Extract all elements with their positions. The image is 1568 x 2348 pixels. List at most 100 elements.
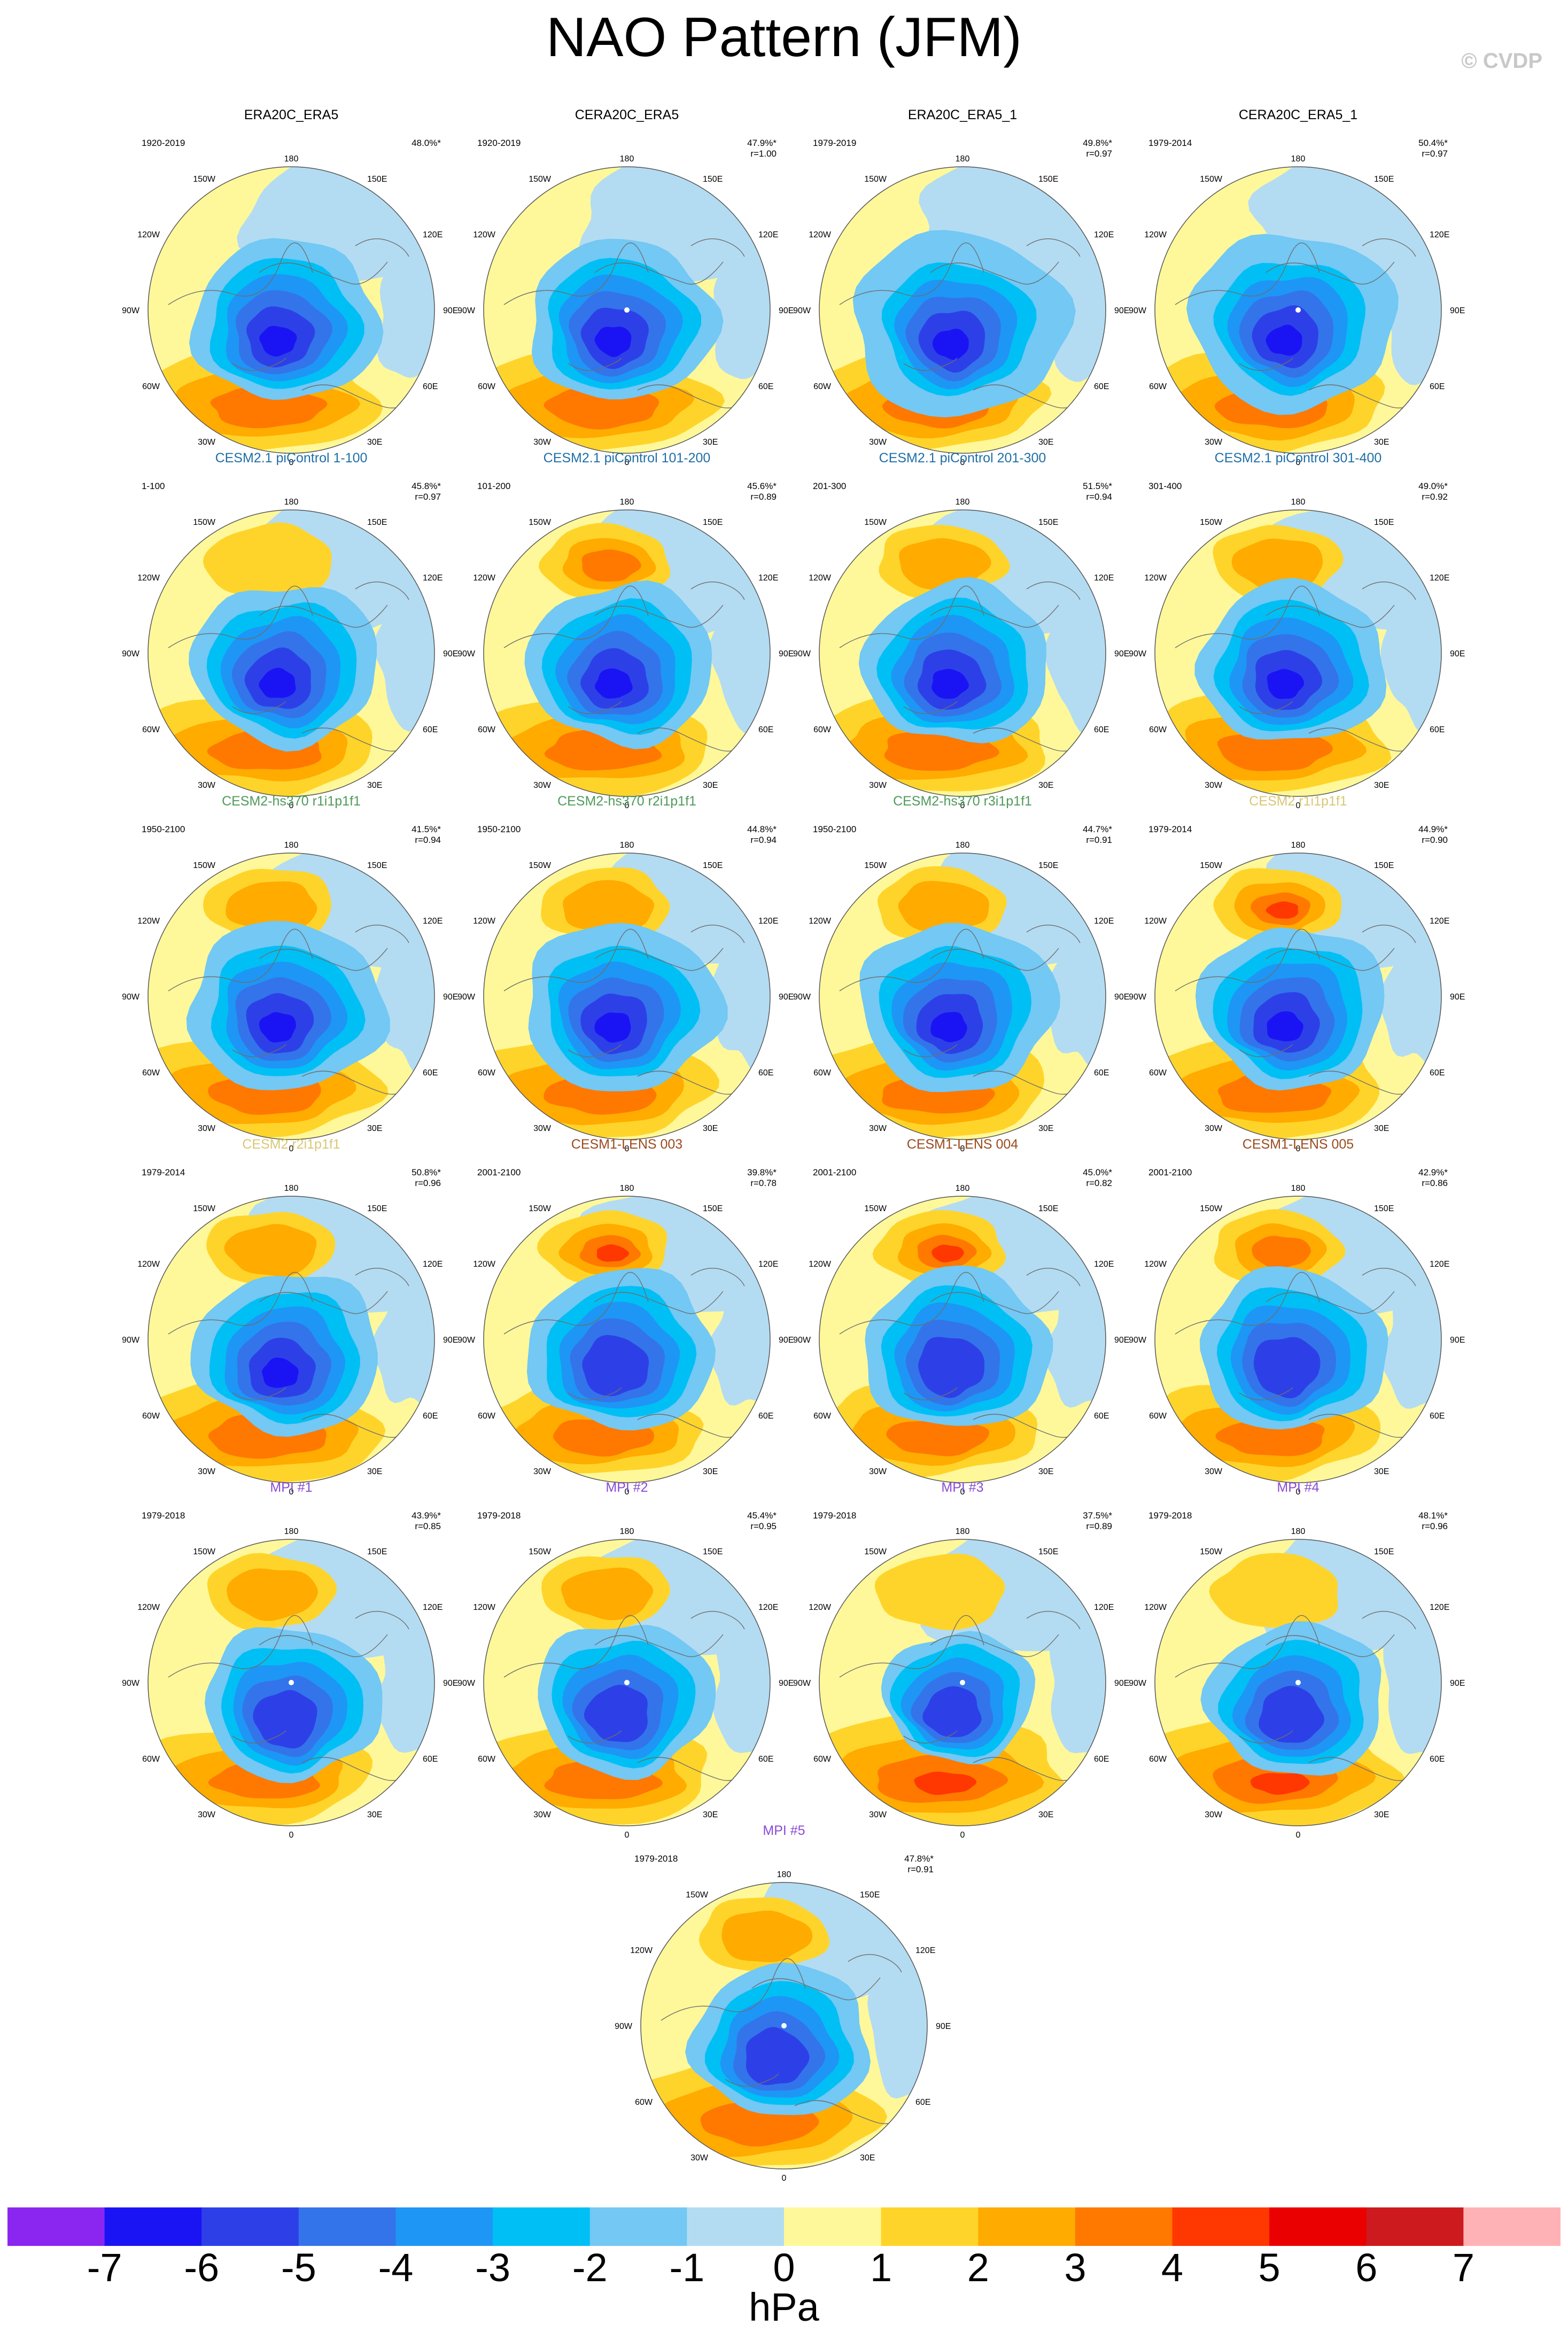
longitude-label: 0 — [625, 1144, 630, 1151]
coastlines — [503, 238, 745, 408]
positive-anomaly-contour — [203, 522, 332, 600]
panel-period: 2001-2100 — [813, 1167, 857, 1177]
positive-anomaly-contour — [1231, 538, 1323, 591]
longitude-label: 0 — [625, 1487, 630, 1494]
longitude-label: 90W — [457, 1679, 476, 1688]
map-panel: MPI #1 1979-2018 43.9%* r=0.85 180 150E 120E 90… — [120, 1479, 462, 1838]
longitude-label: 60W — [478, 725, 496, 734]
variance-explained: 37.5%* — [1083, 1510, 1112, 1521]
colorbar-tick-label: -1 — [669, 2245, 705, 2290]
panel-title: CERA20C_ERA5_1 — [1238, 107, 1358, 122]
positive-anomaly-contour — [932, 1244, 964, 1262]
polar-map: 180 150E 120E 90E 60E 30E 0 30W 60W 90W 120W 150W — [122, 841, 458, 1151]
panel-period: 1979-2019 — [813, 138, 857, 148]
longitude-label: 90W — [1129, 1679, 1147, 1688]
colorbar-tick-label: -6 — [184, 2245, 220, 2290]
pole-marker — [624, 1680, 630, 1685]
panel-period: 1950-2100 — [477, 824, 521, 834]
map-panel: CESM2.1 piControl 301-400 301-400 49.0%* r=… — [1127, 450, 1469, 808]
longitude-label: 30W — [690, 2153, 709, 2163]
pole-marker — [960, 1680, 965, 1685]
panel-period: 1979-2018 — [142, 1510, 185, 1521]
colorbar-segment — [1463, 2207, 1561, 2246]
longitude-label: 90E — [1450, 649, 1465, 658]
negative-anomaly-contour — [1267, 1011, 1303, 1042]
longitude-label: 90E — [1114, 1679, 1129, 1688]
positive-anomaly-contour — [561, 1567, 654, 1621]
longitude-label: 180 — [284, 841, 299, 850]
weak-negative-region — [713, 1623, 770, 1753]
panel-stats: 45.8%* r=0.97 — [412, 481, 441, 502]
positive-anomaly-contour — [899, 538, 991, 590]
longitude-label: 60E — [423, 1068, 438, 1078]
colorbar-segment — [493, 2207, 591, 2246]
longitude-label: 90W — [122, 649, 140, 658]
map-border — [819, 853, 1106, 1140]
map-panel: CERA20C_ERA5 1920-2019 47.9%* r=1.00 180 150E… — [456, 107, 798, 465]
pattern-correlation: r=0.82 — [1086, 1178, 1112, 1188]
panel-stats: 49.8%* r=0.97 — [1083, 138, 1112, 159]
longitude-label: 60W — [478, 1755, 496, 1764]
panel-period: 1979-2014 — [1148, 138, 1192, 148]
panel-stats: 45.6%* r=0.89 — [747, 481, 777, 502]
longitude-label: 180 — [777, 1870, 791, 1879]
polar-map: 180 150E 120E 90E 60E 30E 0 30W 60W 90W 120W 150W — [1129, 154, 1465, 465]
longitude-label: 180 — [956, 498, 970, 507]
map-border — [1154, 1196, 1442, 1483]
longitude-label: 90E — [1114, 993, 1129, 1002]
longitude-label: 120W — [1144, 1260, 1167, 1269]
colorbar-tick-label: 2 — [967, 2245, 989, 2290]
variance-explained: 44.9%* — [1418, 824, 1448, 834]
longitude-label: 180 — [956, 1184, 970, 1193]
positive-anomaly-contour — [874, 1553, 1005, 1630]
longitude-label: 120E — [915, 1946, 935, 1955]
colorbar-segment — [1172, 2207, 1270, 2246]
longitude-label: 150E — [1374, 518, 1394, 527]
longitude-label: 120E — [758, 917, 778, 926]
coastlines — [1175, 238, 1416, 408]
longitude-label: 150E — [1038, 1204, 1058, 1213]
longitude-label: 30E — [1038, 438, 1053, 447]
negative-anomaly-contour — [1253, 1337, 1321, 1399]
positive-anomaly-contour — [210, 386, 328, 429]
longitude-label: 0 — [289, 1831, 294, 1838]
coastlines — [503, 924, 745, 1095]
longitude-label: 120W — [137, 230, 160, 239]
longitude-label: 150W — [193, 175, 216, 184]
longitude-label: 90W — [1129, 649, 1147, 658]
longitude-label: 30E — [367, 1467, 382, 1476]
panel-stats: 45.0%* r=0.82 — [1083, 1167, 1112, 1189]
panel-stats: 39.8%* r=0.78 — [747, 1167, 777, 1189]
positive-anomaly-contour — [1266, 901, 1299, 919]
longitude-label: 60E — [758, 725, 773, 734]
weak-negative-region — [1383, 1623, 1441, 1754]
polar-map: 180 150E 120E 90E 60E 30E 0 30W 60W 90W 120W 150W — [1129, 1184, 1465, 1494]
longitude-label: 90E — [443, 1336, 458, 1345]
longitude-label: 30E — [1374, 1124, 1389, 1133]
longitude-label: 0 — [960, 801, 965, 808]
longitude-label: 60E — [1094, 725, 1109, 734]
variance-explained: 45.6%* — [747, 481, 777, 491]
longitude-label: 150W — [864, 175, 887, 184]
positive-anomaly-contour — [1252, 1236, 1311, 1269]
longitude-label: 120E — [1430, 574, 1449, 583]
longitude-label: 60E — [1094, 382, 1109, 391]
panel-title: CESM2.1 piControl 301-400 — [1214, 451, 1382, 466]
negative-anomaly-contour — [259, 1012, 296, 1043]
panel-stats: 45.4%* r=0.95 — [747, 1510, 777, 1532]
longitude-label: 150E — [367, 1547, 387, 1556]
colorbar-segment — [687, 2207, 785, 2246]
colorbar-segment — [104, 2207, 202, 2246]
longitude-label: 30E — [367, 1124, 382, 1133]
longitude-label: 150E — [1038, 861, 1058, 870]
panel-title: CERA20C_ERA5 — [575, 107, 679, 122]
longitude-label: 30E — [703, 438, 718, 447]
longitude-label: 150W — [1200, 861, 1223, 870]
map-panel: CESM1-LENS 004 2001-2100 45.0%* r=0.82 180 15… — [791, 1136, 1134, 1494]
map-panel: CESM2 r2i1p1f1 1979-2014 50.8%* r=0.96 180 15… — [120, 1136, 462, 1494]
panel-period: 101-200 — [477, 481, 511, 491]
panel-title: CESM2 r1i1p1f1 — [1249, 794, 1347, 809]
map-panel: ERA20C_ERA5 1920-2019 48.0%* 180 150E 120E 90E… — [120, 107, 462, 465]
panel-title: MPI #4 — [1277, 1480, 1319, 1495]
longitude-label: 30W — [869, 1467, 887, 1476]
